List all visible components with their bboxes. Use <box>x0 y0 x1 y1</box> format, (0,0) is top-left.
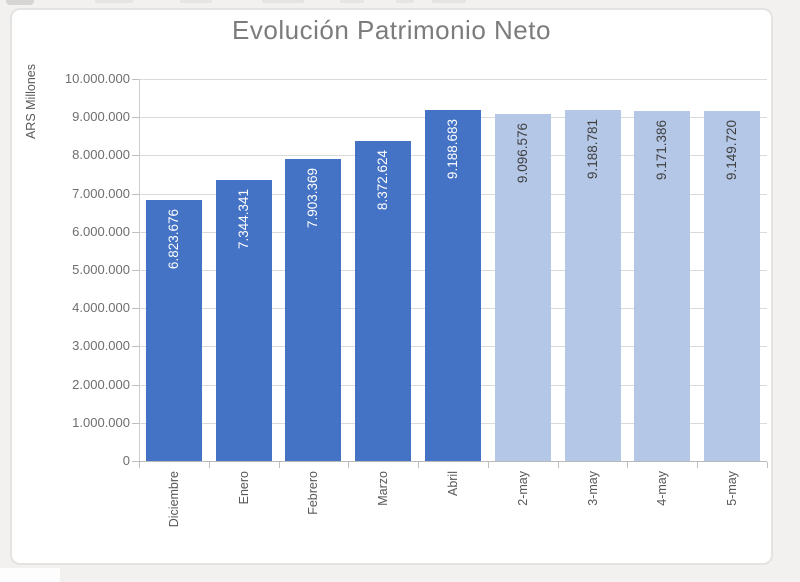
y-axis-tick <box>132 79 139 80</box>
x-axis-tick <box>557 462 559 468</box>
x-axis-tick <box>348 462 350 468</box>
cutoff-ui-artifact <box>340 0 364 3</box>
cutoff-ui-artifact <box>95 0 133 3</box>
y-axis-tick-label: 6.000.000 <box>72 223 130 239</box>
bar[interactable] <box>355 141 412 461</box>
x-axis-tick <box>208 462 210 468</box>
bar[interactable] <box>285 159 342 461</box>
y-axis-tick-label: 7.000.000 <box>72 185 130 201</box>
y-axis-tick <box>132 461 139 462</box>
cutoff-ui-artifact <box>432 0 466 3</box>
cutoff-ui-artifact <box>396 0 414 3</box>
y-axis-line <box>139 79 140 461</box>
x-axis-tick <box>767 462 768 468</box>
chart-title: Evolución Patrimonio Neto <box>232 15 551 45</box>
y-axis-tick <box>132 117 139 119</box>
y-axis-tick-label: 3.000.000 <box>72 338 130 354</box>
chart-container[interactable]: Evolución Patrimonio Neto ARS Millones 0… <box>10 8 773 565</box>
bar-value-label: 8.372.624 <box>375 150 391 211</box>
bar-value-label: 9.188.781 <box>584 118 600 180</box>
bar-value-label: 7.344.341 <box>235 189 251 250</box>
x-axis-label: Marzo <box>376 471 391 506</box>
cutoff-ui-artifact <box>0 568 60 582</box>
cutoff-ui-artifact <box>6 0 34 5</box>
cutoff-ui-artifact <box>180 0 212 3</box>
y-axis-tick <box>132 155 139 157</box>
x-axis-tick <box>139 462 140 468</box>
x-axis-tick <box>697 462 699 468</box>
x-axis-tick <box>627 462 629 468</box>
x-axis-tick <box>487 462 489 468</box>
y-axis-tick-label: 10.000.000 <box>64 71 130 86</box>
y-axis-tick-label: 2.000.000 <box>72 376 130 392</box>
y-axis-tick <box>132 231 139 233</box>
y-axis-tick <box>132 193 139 195</box>
x-axis-label: 4-may <box>655 471 670 506</box>
y-axis-tick <box>132 346 139 348</box>
gridline <box>139 79 767 80</box>
cutoff-ui-artifact <box>262 0 304 3</box>
bar-value-label: 6.823.676 <box>165 209 181 270</box>
x-axis-line <box>139 461 767 462</box>
bar[interactable] <box>704 111 761 461</box>
y-axis-tick-label: 4.000.000 <box>72 300 130 316</box>
bar[interactable] <box>425 109 481 461</box>
y-axis-tick-label: 8.000.000 <box>72 147 130 163</box>
bar[interactable] <box>215 180 272 461</box>
bar-value-label: 7.903.369 <box>305 168 321 229</box>
bar[interactable] <box>564 109 621 461</box>
x-axis-label: Abril <box>446 471 460 497</box>
x-axis-label: Enero <box>236 471 251 505</box>
y-axis-tick <box>132 308 139 310</box>
y-axis-tick <box>132 422 139 424</box>
x-axis-tick <box>418 462 420 468</box>
x-axis-label: 2-may <box>515 471 530 506</box>
x-axis-tick <box>278 462 280 468</box>
bar-value-label: 9.171.386 <box>654 119 670 180</box>
x-axis-label: Diciembre <box>166 471 181 528</box>
y-axis-tick <box>132 384 139 386</box>
x-axis-label: 5-may <box>725 471 740 506</box>
y-axis-tick-label: 1.000.000 <box>72 414 130 430</box>
y-axis-tick <box>132 270 139 271</box>
x-axis-label: 3-may <box>585 471 600 506</box>
y-axis-tick-label: 5.000.000 <box>72 262 130 277</box>
bar-value-label: 9.096.576 <box>514 122 530 183</box>
y-axis-tick-label: 9.000.000 <box>72 109 130 125</box>
y-axis-tick-label: 0 <box>122 453 130 468</box>
bar-value-label: 9.149.720 <box>724 120 740 181</box>
x-axis-label: Febrero <box>306 471 321 515</box>
bar[interactable] <box>145 200 202 461</box>
y-axis-title: ARS Millones <box>24 64 38 140</box>
bar[interactable] <box>634 110 691 461</box>
bar[interactable] <box>494 113 551 461</box>
bar-value-label: 9.188.683 <box>445 118 460 180</box>
